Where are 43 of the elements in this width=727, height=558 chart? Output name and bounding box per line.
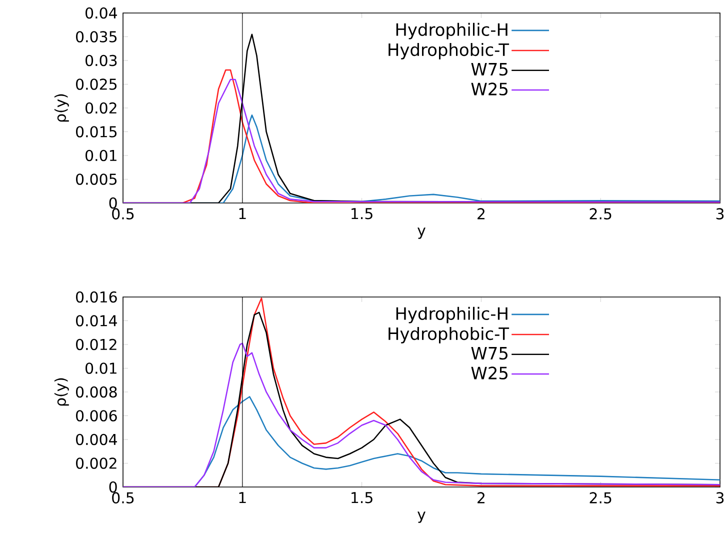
x-tick-label: 3 [716, 208, 724, 220]
y-tick-label: 0 [109, 197, 117, 209]
legend-label: W75 [471, 63, 508, 76]
y-tick-label: 0.002 [76, 458, 116, 469]
y-tick-label: 0.015 [76, 126, 117, 138]
legend-label: Hydrophobic-T [388, 42, 510, 60]
x-tick-label: 1 [239, 208, 246, 220]
x-tick-label: 1.5 [352, 492, 372, 504]
y-tick-label: 0.03 [86, 54, 117, 66]
legend-label: Hydrophilic-H [396, 306, 508, 324]
legend-label: W25 [471, 82, 508, 96]
x-tick-label: 2.5 [590, 208, 612, 220]
y-tick-label: 0 [109, 481, 117, 493]
y-tick-label: 0.012 [76, 338, 116, 350]
y-tick-label: 0.02 [86, 102, 116, 114]
y-tick-label: 0.04 [86, 7, 117, 19]
x-axis-title: y [418, 228, 426, 239]
x-tick-label: 3 [716, 492, 724, 504]
x-tick-label: 2 [478, 492, 484, 504]
y-tick-label: 0.01 [86, 362, 116, 374]
y-tick-label: 0.035 [76, 31, 117, 42]
y-axis-title: ρ(y) [54, 94, 69, 122]
y-tick-label: 0.008 [76, 386, 117, 398]
y-tick-label: 0.006 [76, 410, 117, 422]
legend-label: Hydrophobic-T [388, 326, 510, 344]
x-tick-label: 2 [478, 208, 484, 220]
legend-label: Hydrophilic-H [396, 22, 508, 40]
y-tick-label: 0.004 [76, 434, 117, 446]
x-tick-label: 2.5 [590, 492, 612, 504]
y-tick-label: 0.016 [76, 291, 117, 303]
y-tick-label: 0.005 [76, 174, 117, 185]
y-tick-label: 0.025 [76, 78, 117, 90]
x-tick-label: 0.5 [112, 208, 134, 220]
legend-label: W25 [471, 366, 508, 380]
x-axis-title: y [418, 512, 426, 523]
x-tick-label: 1 [239, 492, 246, 504]
line-series [123, 342, 720, 487]
legend-label: W75 [471, 347, 508, 360]
x-tick-label: 0.5 [112, 492, 134, 504]
y-axis-title: ρ(y) [54, 378, 69, 406]
y-tick-label: 0.01 [86, 150, 116, 162]
x-tick-label: 1.5 [352, 208, 372, 220]
y-tick-label: 0.014 [76, 315, 117, 326]
